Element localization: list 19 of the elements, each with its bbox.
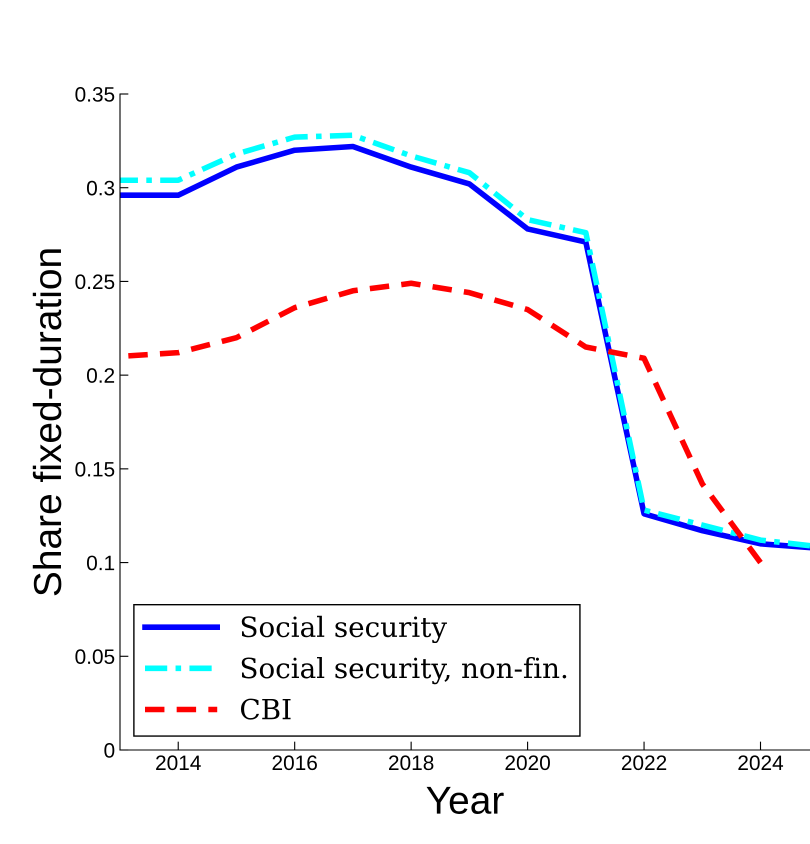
- y-tick-label: 0.3: [86, 180, 114, 196]
- x-tick-label: 2016: [272, 755, 317, 770]
- y-tick-label: 0.15: [75, 462, 114, 477]
- y-tick-label: 0.25: [75, 274, 114, 290]
- legend-label: CBI: [241, 698, 291, 720]
- legend-label: Social security, non-fin.: [242, 656, 566, 684]
- x-axis-title: Year: [426, 786, 504, 814]
- y-tick-label: 0.1: [86, 556, 114, 570]
- y-tick-label: 0.2: [86, 368, 114, 383]
- legend-label: Social security: [242, 616, 447, 644]
- x-tick-label: 2018: [389, 755, 434, 770]
- y-tick-label: 0.35: [75, 87, 114, 102]
- y-tick-label: 0: [104, 743, 114, 758]
- x-tick-label: 2024: [738, 755, 784, 770]
- x-tick-label: 2020: [505, 755, 550, 770]
- x-tick-label: 2014: [156, 755, 201, 770]
- y-tick-label: 0.05: [75, 649, 114, 664]
- x-tick-label: 2022: [622, 755, 666, 770]
- y-axis-title: Share fixed-duration: [32, 249, 62, 596]
